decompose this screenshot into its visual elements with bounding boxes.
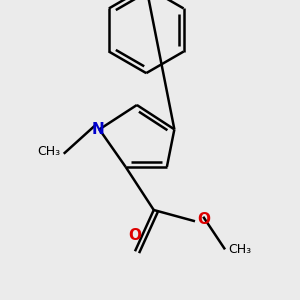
Text: O: O xyxy=(197,212,210,227)
Text: CH₃: CH₃ xyxy=(228,243,251,256)
Text: N: N xyxy=(92,122,105,137)
Text: O: O xyxy=(128,228,142,243)
Text: CH₃: CH₃ xyxy=(38,146,61,158)
